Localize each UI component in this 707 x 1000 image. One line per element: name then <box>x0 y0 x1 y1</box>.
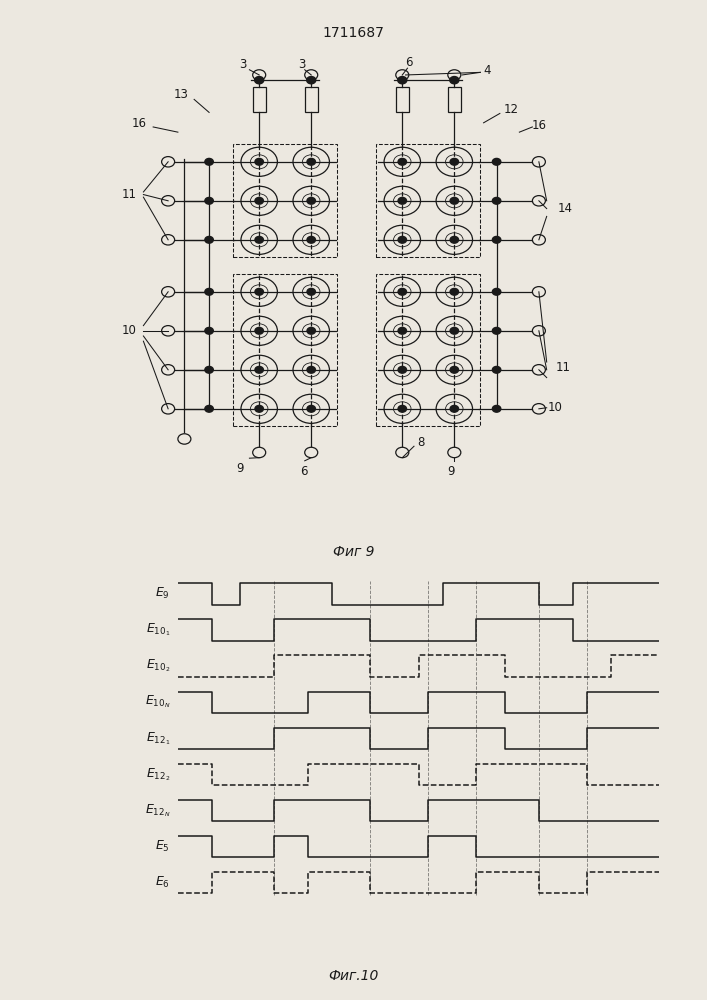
Circle shape <box>492 158 501 165</box>
Text: 4: 4 <box>483 64 491 77</box>
Circle shape <box>307 288 315 295</box>
Circle shape <box>307 197 315 204</box>
Circle shape <box>255 77 264 84</box>
Circle shape <box>255 158 264 165</box>
Bar <box>305 87 317 112</box>
Text: 10: 10 <box>122 324 136 337</box>
Circle shape <box>492 288 501 295</box>
Circle shape <box>450 236 459 243</box>
Circle shape <box>307 158 315 165</box>
Bar <box>233 144 337 257</box>
Text: 6: 6 <box>405 56 413 70</box>
Circle shape <box>398 77 407 84</box>
Circle shape <box>398 197 407 204</box>
Text: 13: 13 <box>174 88 189 101</box>
Circle shape <box>450 327 459 334</box>
Circle shape <box>205 327 214 334</box>
Text: $E_{12_N}$: $E_{12_N}$ <box>144 802 170 819</box>
Circle shape <box>492 405 501 412</box>
Circle shape <box>307 77 316 84</box>
Text: 14: 14 <box>557 202 573 215</box>
Text: $E_{10_1}$: $E_{10_1}$ <box>146 622 170 638</box>
Circle shape <box>205 288 214 295</box>
Bar <box>448 87 461 112</box>
Text: Фиг 9: Фиг 9 <box>333 545 374 559</box>
Circle shape <box>492 236 501 243</box>
Text: 16: 16 <box>532 119 547 132</box>
Circle shape <box>205 158 214 165</box>
Circle shape <box>450 77 459 84</box>
Circle shape <box>255 366 264 373</box>
Text: 9: 9 <box>448 465 455 478</box>
Text: 11: 11 <box>122 188 136 201</box>
Circle shape <box>450 288 459 295</box>
Text: $E_5$: $E_5$ <box>156 839 170 854</box>
Circle shape <box>450 366 459 373</box>
Circle shape <box>492 366 501 373</box>
Text: 10: 10 <box>548 401 563 414</box>
Circle shape <box>205 366 214 373</box>
Text: 3: 3 <box>298 58 305 71</box>
Text: 1711687: 1711687 <box>322 26 385 40</box>
Circle shape <box>398 327 407 334</box>
Circle shape <box>255 236 264 243</box>
Text: 11: 11 <box>556 361 571 374</box>
Circle shape <box>307 405 315 412</box>
Text: $E_{10_N}$: $E_{10_N}$ <box>144 694 170 710</box>
Circle shape <box>398 158 407 165</box>
Text: $E_{12_2}$: $E_{12_2}$ <box>146 766 170 783</box>
Text: 9: 9 <box>236 462 243 475</box>
Text: $E_6$: $E_6$ <box>155 875 170 890</box>
Text: 16: 16 <box>132 117 146 130</box>
Bar <box>376 274 480 426</box>
Text: $E_{10_2}$: $E_{10_2}$ <box>146 658 170 674</box>
Circle shape <box>398 288 407 295</box>
Circle shape <box>492 197 501 204</box>
Circle shape <box>450 405 459 412</box>
Text: 6: 6 <box>300 465 307 478</box>
Circle shape <box>255 327 264 334</box>
Text: Фиг.10: Фиг.10 <box>328 969 379 983</box>
Circle shape <box>307 327 315 334</box>
Circle shape <box>255 197 264 204</box>
Bar <box>252 87 266 112</box>
Bar <box>376 144 480 257</box>
Circle shape <box>255 405 264 412</box>
Circle shape <box>205 405 214 412</box>
Circle shape <box>450 197 459 204</box>
Text: 8: 8 <box>417 436 424 449</box>
Circle shape <box>205 197 214 204</box>
Circle shape <box>398 405 407 412</box>
Bar <box>396 87 409 112</box>
Text: 3: 3 <box>239 58 247 71</box>
Circle shape <box>307 366 315 373</box>
Circle shape <box>492 327 501 334</box>
Text: $E_{12_1}$: $E_{12_1}$ <box>146 730 170 747</box>
Circle shape <box>205 236 214 243</box>
Circle shape <box>398 366 407 373</box>
Bar <box>233 274 337 426</box>
Circle shape <box>450 158 459 165</box>
Circle shape <box>398 236 407 243</box>
Text: 12: 12 <box>503 103 518 116</box>
Circle shape <box>255 288 264 295</box>
Text: $E_9$: $E_9$ <box>156 586 170 601</box>
Circle shape <box>307 236 315 243</box>
